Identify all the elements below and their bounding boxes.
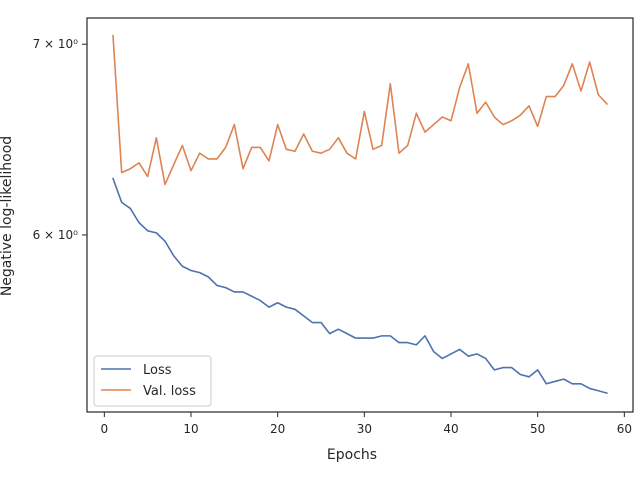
legend-label-loss: Loss [143,363,172,378]
y-axis-title: Negative log-likelihood [0,136,15,296]
y-tick-label: 6 × 10⁰ [33,228,79,242]
x-tick-label: 50 [530,422,545,436]
series-line-loss [112,177,608,394]
x-tick-label: 0 [101,422,109,436]
x-tick-label: 60 [617,422,632,436]
legend: Loss Val. loss [93,355,212,407]
legend-label-val-loss: Val. loss [143,384,196,399]
plot-frame [86,17,634,413]
series-layer [112,34,608,394]
series-line-val-loss [112,34,608,186]
plot-area [87,18,633,412]
x-tick-label: 40 [443,422,458,436]
x-axis-title: Epochs [327,447,377,463]
x-tick-label: 30 [357,422,372,436]
x-tick-label: 20 [270,422,285,436]
x-tick-label: 10 [183,422,198,436]
y-tick-label: 7 × 10⁰ [33,37,79,51]
ticks-layer: 0 10 20 30 40 50 60 6 × 10⁰ 7 × 10⁰ [33,37,632,436]
